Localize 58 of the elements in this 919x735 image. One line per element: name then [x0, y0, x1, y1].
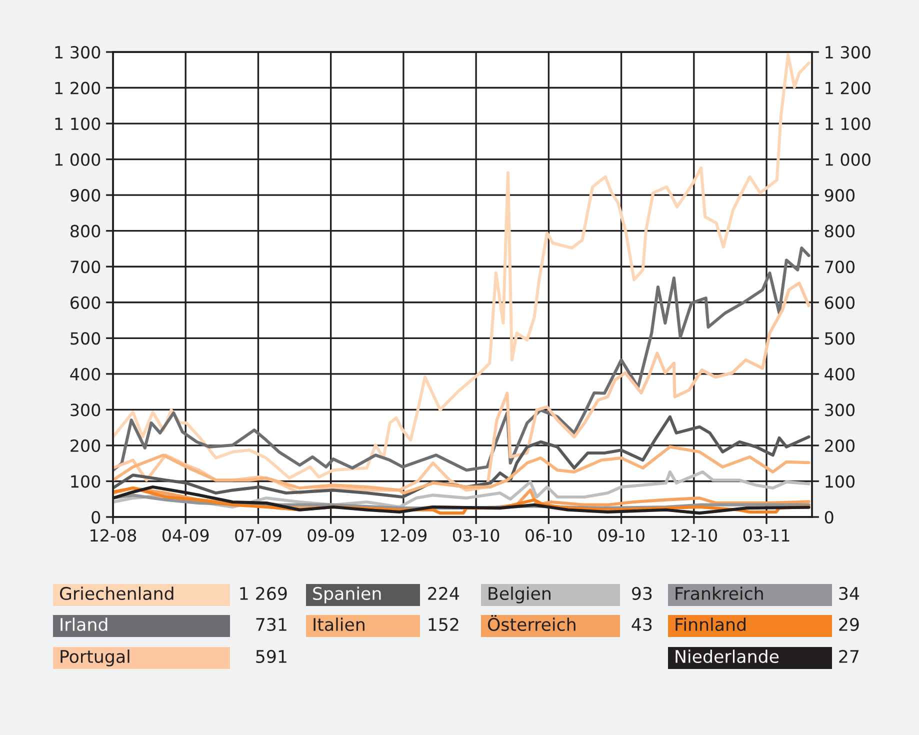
y-tick-label: 1 300 [55, 46, 100, 59]
text: 224 [428, 586, 460, 600]
y2-tick-label: 1 300 [826, 46, 870, 59]
y2-tick-label: 1 000 [826, 153, 870, 166]
text: Italien [314, 618, 364, 632]
y-tick-label: 100 [71, 475, 100, 488]
y-tick-label: 800 [70, 224, 100, 238]
y2-tick-label: 900 [824, 189, 855, 202]
x-tick-label: 06-10 [526, 529, 572, 542]
x-tick-label: 09-09 [308, 529, 354, 542]
text: Belgien [488, 586, 550, 604]
y-tick-label: 700 [70, 260, 100, 274]
y-tick-label: 1 100 [55, 118, 100, 130]
y2-tick-label: 1 100 [826, 118, 870, 130]
text: 591 [256, 650, 286, 664]
text: Österreich [488, 614, 576, 632]
x-tick-label: 12-09 [381, 529, 426, 542]
x-tick-label: 03-10 [452, 529, 500, 542]
y-tick-label: 600 [70, 296, 100, 309]
text: 34 [839, 586, 860, 600]
text: 29 [839, 618, 859, 632]
x-tick-label: 03-11 [743, 529, 790, 542]
y-tick-label: 900 [70, 189, 100, 202]
text: Niederlande [676, 650, 779, 664]
text: Irland [60, 618, 108, 632]
text: 152 [428, 618, 458, 632]
y2-tick-label: 800 [824, 224, 855, 238]
y2-tick-label: 0 [824, 510, 834, 524]
x-tick-label: 12-08 [90, 529, 136, 542]
x-tick-label: 07-09 [235, 529, 282, 542]
y2-tick-label: 200 [825, 439, 855, 452]
text: 43 [632, 618, 652, 632]
text: 1 269 [240, 586, 287, 600]
y-tick-label: 1 200 [55, 82, 100, 94]
y2-tick-label: 1 200 [826, 82, 870, 94]
y-tick-label: 400 [70, 368, 100, 380]
text: Spanien [313, 586, 381, 604]
x-tick-label: 12-10 [672, 529, 718, 542]
text: Griechenland [60, 586, 174, 600]
y2-tick-label: 400 [824, 368, 855, 380]
y2-tick-label: 100 [826, 475, 855, 488]
x-tick-label: 09-10 [598, 529, 644, 542]
text: 27 [839, 650, 859, 663]
y-tick-label: 500 [70, 332, 100, 345]
x-tick-label: 04-09 [162, 529, 209, 542]
text: 93 [632, 586, 652, 600]
y2-tick-label: 300 [825, 404, 855, 416]
y-tick-label: 300 [70, 404, 100, 416]
y2-tick-label: 700 [825, 260, 855, 274]
y-tick-label: 1 000 [55, 153, 100, 166]
text: Finnland [676, 618, 746, 632]
y-tick-label: 0 [92, 510, 100, 524]
y-tick-label: 200 [70, 439, 100, 452]
y2-tick-label: 600 [824, 296, 855, 309]
text: Portugal [60, 650, 130, 666]
text: 731 [256, 618, 286, 632]
text: Frankreich [676, 586, 763, 600]
y2-tick-label: 500 [825, 332, 855, 345]
